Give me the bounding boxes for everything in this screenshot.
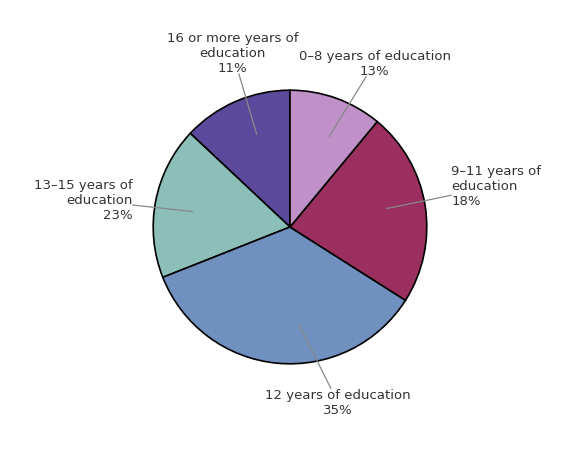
Wedge shape	[153, 134, 290, 278]
Wedge shape	[190, 91, 290, 228]
Wedge shape	[163, 228, 405, 364]
Text: 13–15 years of
education
23%: 13–15 years of education 23%	[34, 179, 193, 222]
Text: 16 or more years of
education
11%: 16 or more years of education 11%	[167, 32, 298, 135]
Text: 9–11 years of
education
18%: 9–11 years of education 18%	[387, 165, 541, 209]
Text: 12 years of education
35%: 12 years of education 35%	[265, 325, 411, 416]
Text: 0–8 years of education
13%: 0–8 years of education 13%	[299, 50, 451, 137]
Wedge shape	[290, 122, 427, 301]
Wedge shape	[290, 91, 377, 228]
